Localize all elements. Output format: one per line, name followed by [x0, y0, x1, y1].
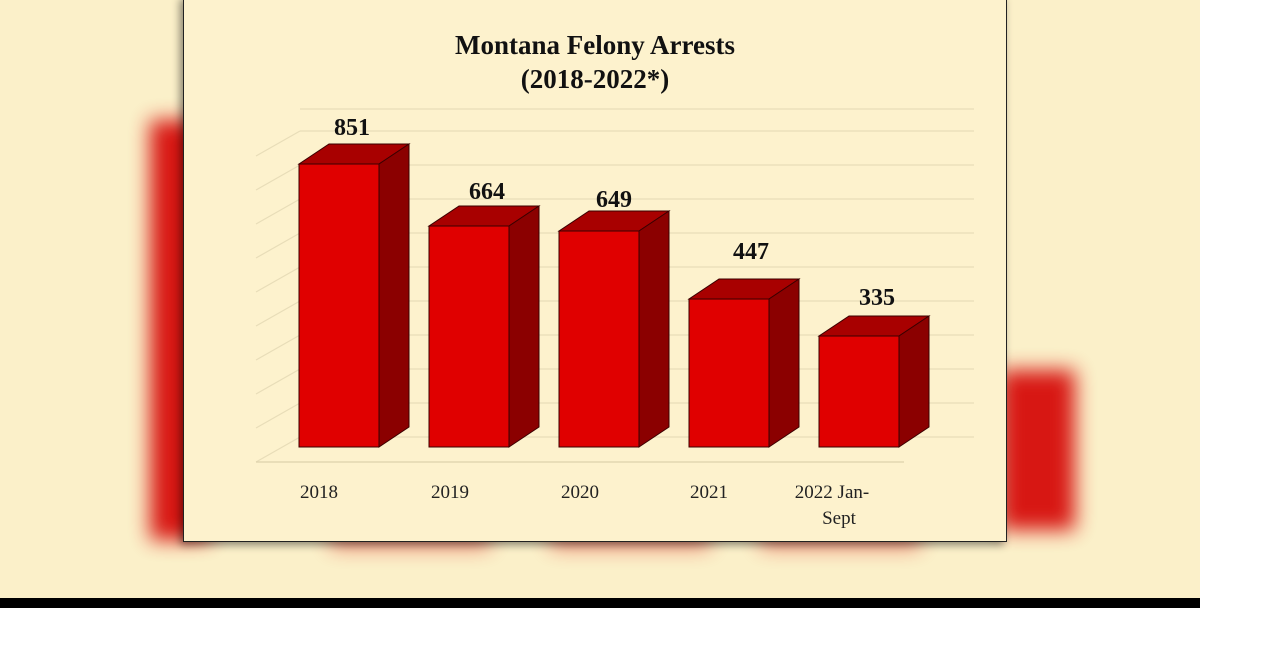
value-label-2018: 851 — [334, 115, 370, 141]
bar-2022-jan-sept — [817, 315, 931, 448]
bar-2019 — [427, 205, 541, 448]
background-blurred-bar — [1000, 370, 1075, 530]
value-label-2021: 447 — [733, 239, 769, 265]
bar-chart: 851 664 649 447 335 2018 2019 2020 2021 … — [255, 108, 974, 529]
x-label-2022-line1: 2022 Jan- — [795, 482, 869, 503]
x-label-2018: 2018 — [300, 482, 338, 503]
bar-2020 — [557, 210, 671, 448]
video-bottom-bar — [0, 598, 1200, 608]
value-label-2022: 335 — [859, 285, 895, 311]
chart-panel: Montana Felony Arrests (2018-2022*) — [183, 0, 1007, 542]
value-label-2019: 664 — [469, 179, 505, 205]
bar-2018 — [297, 143, 411, 448]
x-label-2020: 2020 — [561, 482, 599, 503]
chart-subtitle: (2018-2022*) — [520, 64, 670, 94]
x-label-2021: 2021 — [690, 482, 728, 503]
chart-title: Montana Felony Arrests — [455, 30, 735, 60]
bar-2021 — [687, 278, 801, 448]
x-label-2022-line2: Sept — [822, 508, 857, 529]
x-label-2019: 2019 — [431, 482, 469, 503]
value-label-2020: 649 — [596, 187, 632, 213]
